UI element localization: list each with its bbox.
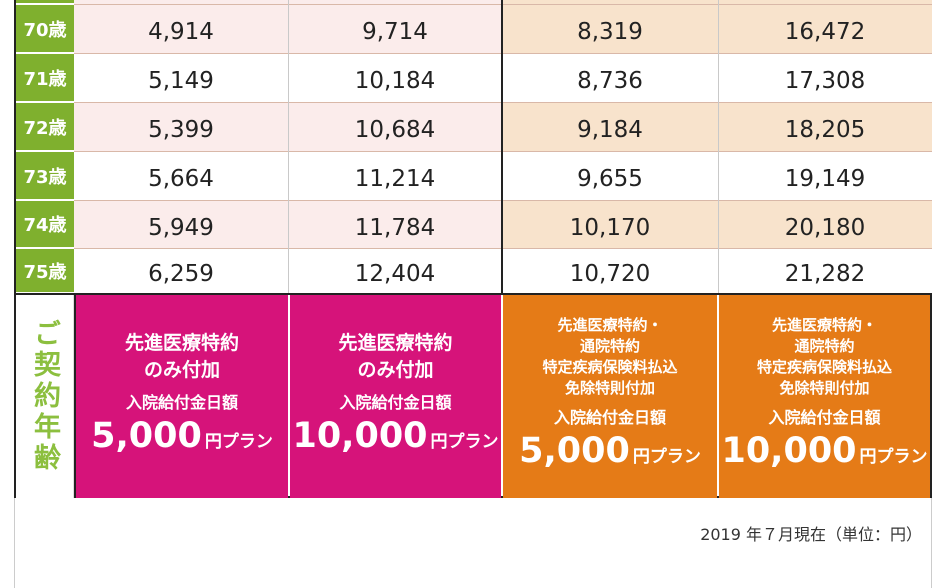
plan-amount-unit: 円プラン: [859, 447, 928, 467]
plan-header-3: 先進医療特約・ 通院特約 特定疾病保険料払込 免除特則付加 入院給付金日額 5,…: [503, 294, 717, 498]
plan-header-2: 先進医療特約 のみ付加 入院給付金日額 10,000 円プラン: [290, 294, 501, 498]
plan-title-line: 先進医療特約・: [557, 316, 663, 334]
age-cell: 70歳: [16, 5, 74, 53]
plan-amount-value: 10,000: [292, 416, 428, 456]
table-cell: 12,404: [288, 249, 502, 293]
table-cell: 6,259: [74, 249, 288, 293]
table-cell: 19,149: [718, 152, 932, 200]
table-cell: 9,714: [288, 5, 502, 53]
table-footer-area: [14, 498, 932, 588]
row-divider: [74, 151, 932, 152]
table-cell: 11,214: [288, 152, 502, 200]
plan-amount-value: 5,000: [91, 416, 202, 456]
table-cell: 5,399: [74, 103, 288, 151]
table-cell: 8,736: [502, 54, 718, 102]
plan-title-line: 特定疾病保険料払込: [542, 358, 678, 376]
cell-stub: [502, 0, 718, 4]
header-top-border: [14, 293, 932, 295]
table-cell: 20,180: [718, 201, 932, 248]
age-cell: 72歳: [16, 103, 74, 151]
row-divider: [74, 248, 932, 249]
row-divider: [74, 102, 932, 103]
table-cell: 9,655: [502, 152, 718, 200]
table-cell: 8,319: [502, 5, 718, 53]
header-divider: [74, 293, 76, 498]
plan-amount-value: 5,000: [519, 431, 630, 471]
plan-title-line: 免除特則付加: [564, 379, 655, 397]
table-cell: 17,308: [718, 54, 932, 102]
table-cell: 5,949: [74, 201, 288, 248]
plan-amount: 10,000 円プラン: [721, 431, 927, 477]
table-cell: 10,170: [502, 201, 718, 248]
plan-title-line: のみ付加: [357, 359, 434, 381]
table-cell: 9,184: [502, 103, 718, 151]
plan-amount-value: 10,000: [721, 431, 857, 471]
plan-amount-unit: 円プラン: [204, 432, 273, 452]
plan-amount-unit: 円プラン: [430, 432, 499, 452]
plan-title-line: 通院特約: [579, 337, 640, 355]
row-divider: [74, 4, 932, 5]
table-cell: 10,720: [502, 249, 718, 293]
table-cell: 4,914: [74, 5, 288, 53]
row-divider: [74, 200, 932, 201]
age-cell: 73歳: [16, 152, 74, 200]
plan-header-1: 先進医療特約 のみ付加 入院給付金日額 5,000 円プラン: [76, 294, 288, 498]
plan-amount: 5,000 円プラン: [519, 431, 701, 477]
column-divider: [718, 0, 719, 294]
table-cell: 10,184: [288, 54, 502, 102]
footnote: 2019 年７月現在（単位：円）: [700, 525, 922, 544]
table-cell: 16,472: [718, 5, 932, 53]
plan-benefit: 入院給付金日額: [339, 393, 452, 412]
column-divider: [288, 0, 289, 294]
table-cell: 11,784: [288, 201, 502, 248]
row-divider: [74, 53, 932, 54]
plan-title-line: 先進医療特約: [124, 332, 239, 354]
plan-amount-unit: 円プラン: [632, 447, 701, 467]
table-cell: 5,149: [74, 54, 288, 102]
plan-amount: 5,000 円プラン: [91, 416, 273, 462]
cell-stub: [74, 0, 288, 4]
plan-amount: 10,000 円プラン: [292, 416, 498, 462]
age-cell-stub: [16, 0, 74, 4]
plan-header-4: 先進医療特約・ 通院特約 特定疾病保険料払込 免除特則付加 入院給付金日額 10…: [719, 294, 930, 498]
table-cell: 5,664: [74, 152, 288, 200]
cell-stub: [718, 0, 932, 4]
cell-stub: [288, 0, 502, 4]
age-cell: 71歳: [16, 54, 74, 102]
plan-title-line: のみ付加: [143, 359, 220, 381]
table-cell: 18,205: [718, 103, 932, 151]
plan-title-line: 免除特則付加: [779, 379, 870, 397]
contract-age-label: ご契約年齢: [29, 318, 60, 474]
table-cell: 10,684: [288, 103, 502, 151]
plan-benefit: 入院給付金日額: [553, 408, 666, 427]
plan-title-line: 特定疾病保険料払込: [756, 358, 892, 376]
plan-title-line: 通院特約: [794, 337, 855, 355]
contract-age-label-cell: ご契約年齢: [16, 294, 74, 498]
plan-title-line: 先進医療特約・: [771, 316, 877, 334]
age-cell: 74歳: [16, 201, 74, 248]
plan-benefit: 入院給付金日額: [125, 393, 238, 412]
plan-title-line: 先進医療特約: [338, 332, 453, 354]
age-cell: 75歳: [16, 249, 74, 293]
table-cell: 21,282: [718, 249, 932, 293]
group-divider: [501, 0, 503, 294]
plan-benefit: 入院給付金日額: [768, 408, 881, 427]
